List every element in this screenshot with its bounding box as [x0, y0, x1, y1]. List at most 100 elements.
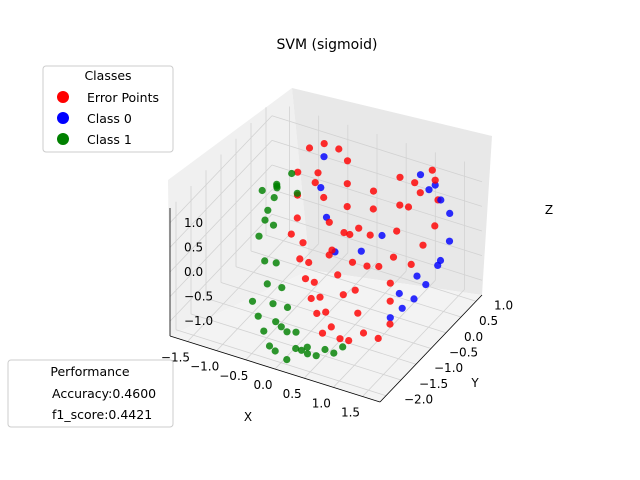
legend-classes: Classes Error Points Class 0 Class 1 — [42, 65, 174, 153]
performance-title: Performance — [50, 364, 130, 379]
scatter-point-class-0 — [436, 256, 445, 265]
scatter-point-error-points — [355, 224, 363, 232]
grid-line-y-floor — [235, 266, 447, 334]
x-tick-label: 0.5 — [283, 387, 302, 401]
scatter-point-error-points — [318, 329, 327, 337]
scatter-point-error-points — [299, 239, 307, 247]
scatter-point-error-points — [320, 140, 328, 148]
scatter-point-error-points — [407, 260, 415, 268]
scatter-point-class-0 — [445, 237, 454, 245]
scatter-point-error-points — [348, 258, 357, 266]
grid-lines — [169, 106, 483, 397]
scatter-point-error-points — [386, 320, 394, 328]
scatter-point-class-1 — [292, 344, 300, 353]
scatter-point-class-0 — [378, 231, 386, 240]
chart-title: SVM (sigmoid) — [277, 37, 378, 53]
scatter-point-class-1 — [265, 342, 274, 350]
scatter-point-error-points — [336, 335, 344, 343]
scatter-point-class-0 — [422, 281, 430, 289]
right-pane — [292, 88, 492, 295]
grid-line-y-floor — [175, 329, 387, 397]
legend-title: Classes — [84, 68, 131, 83]
scatter-point-error-points — [411, 179, 419, 187]
scatter-point-class-0 — [446, 209, 454, 217]
scatter-point-class-1 — [272, 259, 280, 267]
scatter-point-error-points — [393, 227, 401, 235]
scatter-point-error-points — [359, 329, 368, 337]
scatter-point-class-1 — [288, 169, 296, 178]
z-tick-label: 0.0 — [184, 265, 203, 279]
scatter-point-error-points — [374, 334, 382, 342]
scatter-point-class-1 — [271, 347, 279, 355]
scatter-point-class-0 — [357, 247, 365, 255]
scatter-point-error-points — [305, 258, 313, 267]
scatter-point-error-points — [311, 179, 319, 187]
scatter-point-error-points — [314, 169, 322, 177]
legend-label-class-0: Class 0 — [87, 111, 132, 126]
x-tick-label: −0.5 — [219, 369, 248, 383]
y-tick-label: −0.5 — [449, 346, 478, 360]
scatter-point-error-points — [363, 262, 371, 270]
scatter-point-error-points — [296, 255, 304, 263]
scatter-point-class-1 — [254, 312, 262, 320]
scatter-point-class-1 — [312, 352, 320, 360]
scatter-point-class-0 — [416, 171, 425, 179]
scatter-point-error-points — [354, 309, 362, 317]
scatter-point-error-points — [327, 323, 335, 331]
scatter-point-class-0 — [398, 304, 406, 312]
y-tick-label: 1.0 — [494, 298, 513, 312]
scatter-point-error-points — [334, 271, 342, 279]
legend-marker-class-0 — [57, 112, 69, 124]
x-tick-label: −1.0 — [190, 360, 219, 374]
grid-line-y-floor — [205, 297, 417, 365]
scatter-point-error-points — [335, 145, 343, 153]
scatter-point-class-0 — [386, 314, 394, 322]
grid-line-z-side — [169, 115, 273, 224]
scatter-point-class-1 — [255, 232, 263, 240]
y-axis-label: Y — [470, 376, 479, 390]
grid-line-z-side — [169, 189, 273, 297]
scatter-point-error-points — [313, 309, 321, 317]
scatter-point-error-points — [339, 291, 347, 299]
scatter-point-error-points — [343, 180, 351, 188]
scatter-point-class-0 — [317, 184, 325, 192]
scatter-point-class-1 — [263, 280, 271, 288]
scatter-point-error-points — [316, 293, 324, 301]
scatter-point-class-1 — [297, 346, 306, 354]
z-tick-label: −0.5 — [184, 290, 213, 304]
grid-line-z-back — [271, 164, 483, 232]
z-tick-label: 0.5 — [184, 240, 203, 254]
scatter-point-error-points — [305, 144, 314, 152]
scatter-point-error-points — [345, 337, 353, 345]
legend-marker-error — [57, 91, 69, 103]
scatter-point-class-0 — [437, 196, 445, 204]
grid-line-z-back — [271, 213, 483, 281]
scatter-point-class-1 — [258, 186, 266, 195]
scatter-point-error-points — [325, 218, 333, 226]
x-tick-label: 0.0 — [253, 378, 272, 392]
x-axis-line — [169, 335, 381, 403]
y-tick-label: −1.5 — [419, 377, 448, 391]
x-axis-label: X — [244, 410, 252, 424]
scatter-point-error-points — [431, 176, 439, 184]
scatter-point-class-1 — [283, 303, 292, 311]
scatter-point-class-1 — [273, 180, 281, 188]
scatter-point-error-points — [366, 231, 374, 239]
grid-line-y-floor — [265, 234, 477, 302]
scatter-point-class-1 — [264, 206, 272, 214]
scatter-point-error-points — [343, 203, 351, 211]
scatter-point-error-points — [310, 278, 318, 286]
scatter-point-class-1 — [283, 356, 291, 364]
grid-line-z-back — [271, 140, 483, 207]
scatter-point-class-0 — [320, 153, 328, 161]
grid-line-z-back — [271, 189, 483, 256]
scatter-point-error-points — [301, 275, 310, 283]
y-tick-label: 0.0 — [464, 330, 483, 344]
legend-marker-class-1 — [57, 133, 69, 145]
axis-edges — [169, 208, 483, 403]
scatter-point-error-points — [307, 294, 315, 303]
scatter-point-class-1 — [269, 300, 277, 308]
scatter-point-class-1 — [248, 297, 257, 305]
scatter-point-error-points — [389, 253, 398, 261]
